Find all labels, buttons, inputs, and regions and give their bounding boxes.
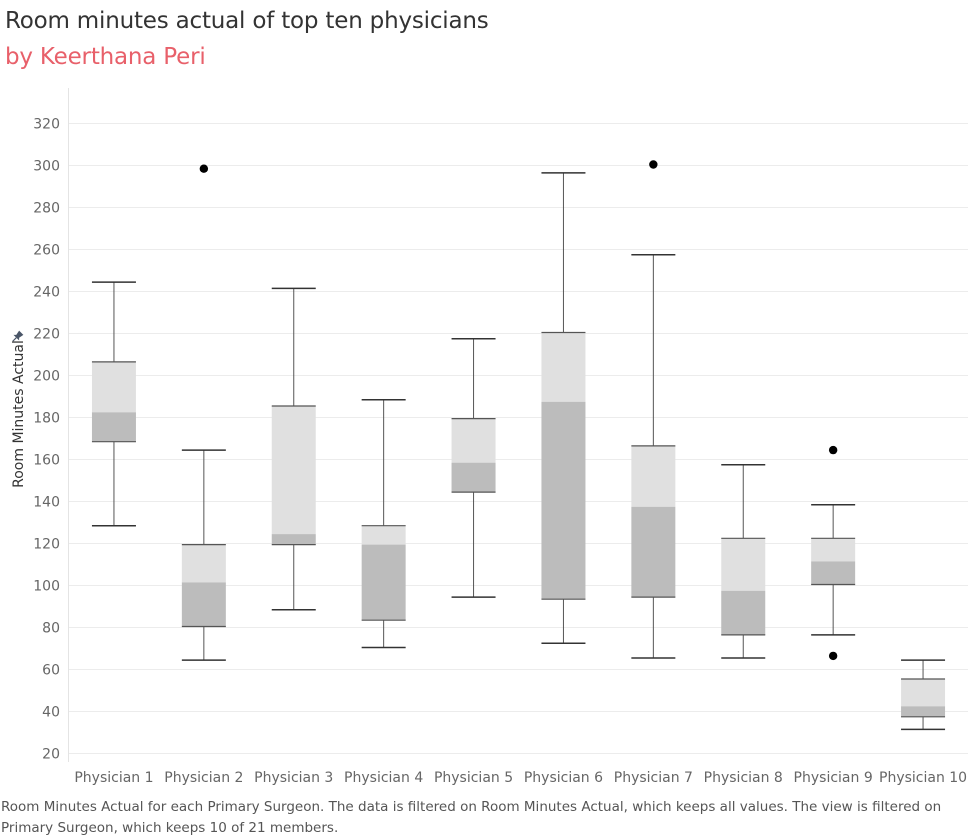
box-9[interactable] (811, 445, 856, 661)
x-tick-label: Physician 5 (434, 770, 513, 786)
box-2[interactable] (181, 164, 226, 661)
x-tick-label: Physician 3 (254, 770, 333, 786)
box-3[interactable] (271, 287, 316, 611)
y-tick-label: 160 (33, 453, 60, 469)
box-7[interactable] (631, 160, 676, 659)
upper-box (271, 406, 316, 535)
lower-box (91, 412, 136, 442)
box-8[interactable] (721, 464, 766, 659)
outlier-point[interactable] (828, 651, 838, 661)
chart-title: Room minutes actual of top ten physician… (5, 8, 489, 34)
box-5[interactable] (451, 338, 496, 598)
lower-box (181, 582, 226, 627)
y-tick-label: 300 (33, 159, 60, 175)
upper-box (361, 525, 406, 545)
y-tick-label: 80 (42, 621, 60, 637)
y-axis-label: Room Minutes Actual (11, 340, 27, 488)
pin-icon[interactable] (10, 330, 24, 344)
outlier-point[interactable] (199, 164, 209, 173)
box-10[interactable] (901, 659, 946, 731)
upper-box (451, 418, 496, 463)
x-tick-label: Physician 4 (344, 770, 423, 786)
y-tick-label: 200 (33, 369, 60, 385)
x-axis-ticks: Physician 1 Physician 2 Physician 3 Physici… (74, 770, 967, 786)
outlier-point[interactable] (828, 445, 838, 455)
y-tick-label: 120 (33, 537, 60, 553)
y-tick-label: 40 (42, 705, 60, 721)
y-tick-label: 140 (33, 495, 60, 511)
chart-subtitle: by Keerthana Peri (5, 44, 206, 70)
upper-box (901, 679, 946, 707)
y-axis-ticks: 20 40 60 80 100 120 140 160 180 200 220 240 260 280 30… (33, 117, 60, 763)
box-4[interactable] (361, 398, 406, 649)
upper-box (811, 538, 856, 562)
y-tick-label: 20 (42, 747, 60, 763)
x-tick-label: Physician 2 (164, 770, 243, 786)
boxplot-chart: 20 40 60 80 100 120 140 160 180 200 220 240 260 280 30… (10, 88, 968, 786)
boxes (91, 160, 946, 731)
lower-box (901, 706, 946, 717)
upper-box (541, 332, 586, 402)
y-tick-label: 280 (33, 201, 60, 217)
x-tick-label: Physician 8 (704, 770, 783, 786)
upper-box (721, 538, 766, 591)
y-tick-label: 220 (33, 327, 60, 343)
outlier-point[interactable] (649, 160, 658, 169)
x-tick-label: Physician 10 (879, 770, 967, 786)
x-tick-label: Physician 9 (794, 770, 873, 786)
box-1[interactable] (91, 281, 136, 527)
x-tick-label: Physician 7 (614, 770, 693, 786)
box-6[interactable] (541, 172, 586, 645)
upper-box (91, 361, 136, 413)
y-tick-label: 260 (33, 243, 60, 259)
y-tick-label: 60 (42, 663, 60, 679)
y-tick-label: 240 (33, 285, 60, 301)
lower-box (541, 401, 586, 600)
lower-box (451, 462, 496, 493)
upper-box (631, 445, 676, 507)
lower-box (721, 590, 766, 635)
y-tick-label: 180 (33, 411, 60, 427)
lower-box (271, 534, 316, 545)
y-axis-title[interactable]: Room Minutes Actual (10, 330, 27, 488)
upper-box (181, 544, 226, 583)
lower-box (361, 544, 406, 621)
y-tick-label: 320 (33, 117, 60, 133)
lower-box (631, 506, 676, 598)
y-tick-label: 100 (33, 579, 60, 595)
lower-box (811, 561, 856, 585)
chart-caption: Room Minutes Actual for each Primary Sur… (1, 799, 942, 836)
x-tick-label: Physician 6 (524, 770, 603, 786)
x-tick-label: Physician 1 (74, 770, 153, 786)
